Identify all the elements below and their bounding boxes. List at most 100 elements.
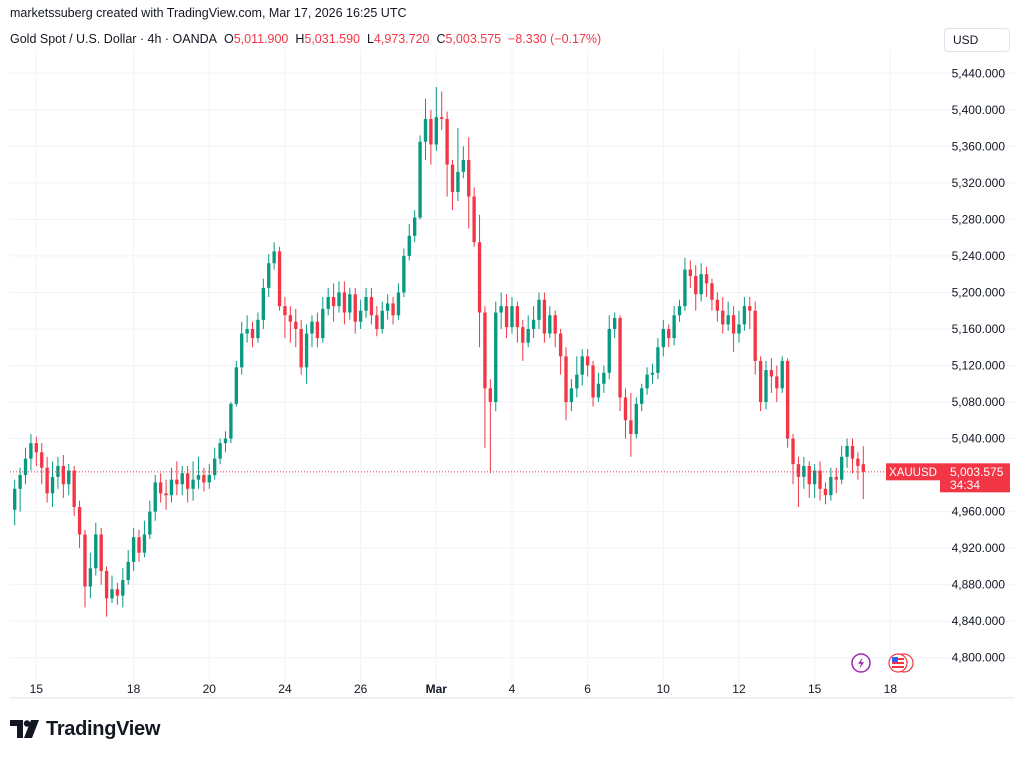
- candle-body: [721, 310, 725, 325]
- candle-body: [596, 383, 601, 398]
- candle: [796, 456, 801, 508]
- candle-body: [18, 475, 22, 489]
- candles: [13, 86, 865, 617]
- candle: [667, 324, 671, 348]
- candle-body: [461, 160, 465, 172]
- candle-body: [13, 488, 17, 510]
- us-flag-icon[interactable]: [888, 653, 914, 673]
- candle-body: [845, 445, 849, 457]
- candle-body: [185, 473, 190, 489]
- candle-body: [450, 164, 455, 192]
- candle-body: [191, 479, 195, 489]
- candle-body: [423, 118, 428, 142]
- candle: [823, 482, 828, 505]
- candle-body: [634, 403, 638, 434]
- candle-body: [812, 470, 817, 485]
- price-tick-label: 5,400.000: [952, 103, 1006, 117]
- candle: [375, 306, 379, 337]
- low-label: L: [366, 32, 374, 46]
- candle-body: [137, 537, 141, 553]
- candle-body: [104, 570, 109, 599]
- time-axis[interactable]: 15 18 20 24 26 Mar 4 6 10 12 15 18: [30, 682, 898, 696]
- candle-body: [207, 475, 211, 483]
- candle: [385, 294, 390, 320]
- candle: [661, 319, 665, 357]
- tradingview-logo[interactable]: TradingView: [10, 717, 160, 741]
- candle-body: [385, 303, 390, 311]
- price-tick-label: 4,880.000: [952, 578, 1006, 592]
- price-tick-label: 5,440.000: [952, 66, 1006, 80]
- candle: [13, 479, 17, 526]
- candle: [229, 402, 233, 444]
- candle-body: [580, 356, 584, 375]
- candle: [850, 438, 855, 474]
- candle: [645, 367, 649, 395]
- candle: [650, 363, 655, 384]
- candle-body: [229, 403, 233, 439]
- candle-body: [440, 117, 444, 119]
- lightning-icon[interactable]: [851, 653, 871, 673]
- close-value: 5,003.575: [445, 32, 502, 46]
- candle-body: [861, 464, 865, 472]
- candle: [585, 349, 590, 377]
- candle-body: [575, 374, 579, 389]
- candle: [758, 356, 763, 412]
- candle: [180, 465, 184, 496]
- candle-body: [715, 299, 720, 311]
- price-tick-label: 5,080.000: [952, 395, 1006, 409]
- candle-body: [94, 534, 98, 569]
- candle: [67, 464, 71, 496]
- candle-body: [369, 297, 374, 316]
- candle: [142, 520, 147, 558]
- candle-body: [56, 465, 60, 477]
- candle-body: [802, 465, 806, 477]
- candle: [802, 456, 806, 489]
- candle-body: [645, 374, 649, 389]
- candle: [342, 281, 347, 325]
- candle-body: [434, 117, 438, 145]
- candle-body: [23, 458, 28, 476]
- candle: [223, 431, 228, 453]
- candle: [207, 464, 211, 489]
- candle: [564, 347, 568, 421]
- candle-body: [477, 242, 482, 313]
- symbol-ohlc-line: Gold Spot / U.S. Dollar · 4h · OANDA O5,…: [10, 32, 601, 46]
- candle-body: [418, 141, 422, 218]
- price-axis[interactable]: 4,800.000 4,840.000 4,880.000 4,920.000 4,96…: [952, 66, 1006, 664]
- candle: [694, 265, 698, 311]
- candle-body: [115, 589, 120, 596]
- candle: [337, 281, 341, 313]
- candle: [23, 447, 28, 485]
- candle-body: [823, 488, 828, 496]
- time-tick-label: 6: [584, 682, 591, 696]
- candle-body: [445, 118, 449, 165]
- candle: [861, 446, 865, 500]
- candle: [234, 360, 238, 407]
- candle-body: [775, 376, 779, 389]
- candle-body: [699, 274, 703, 295]
- time-tick-label: 15: [30, 682, 44, 696]
- candle-body: [29, 443, 33, 459]
- candle-body: [364, 297, 368, 311]
- candle: [499, 292, 503, 329]
- price-tick-label: 4,920.000: [952, 541, 1006, 555]
- candle-body: [67, 470, 71, 485]
- candle: [283, 297, 287, 339]
- price-tag: XAUUSD 5,003.575 34:34: [886, 463, 1010, 493]
- candle: [840, 445, 844, 485]
- candle-body: [72, 470, 76, 508]
- time-tick-label: 26: [354, 682, 368, 696]
- candle-body: [640, 388, 644, 404]
- candle: [213, 447, 217, 480]
- candle: [461, 146, 465, 179]
- candle-body: [737, 324, 741, 334]
- candle: [423, 98, 428, 161]
- candle-body: [99, 534, 103, 571]
- candle-body: [758, 360, 763, 403]
- candle-body: [391, 303, 395, 316]
- time-tick-label: 18: [127, 682, 141, 696]
- candle: [780, 356, 784, 393]
- currency-button[interactable]: USD: [944, 28, 1010, 52]
- candle: [94, 522, 98, 576]
- price-chart[interactable]: 4,800.000 4,840.000 4,880.000 4,920.000 4,96…: [0, 0, 1024, 700]
